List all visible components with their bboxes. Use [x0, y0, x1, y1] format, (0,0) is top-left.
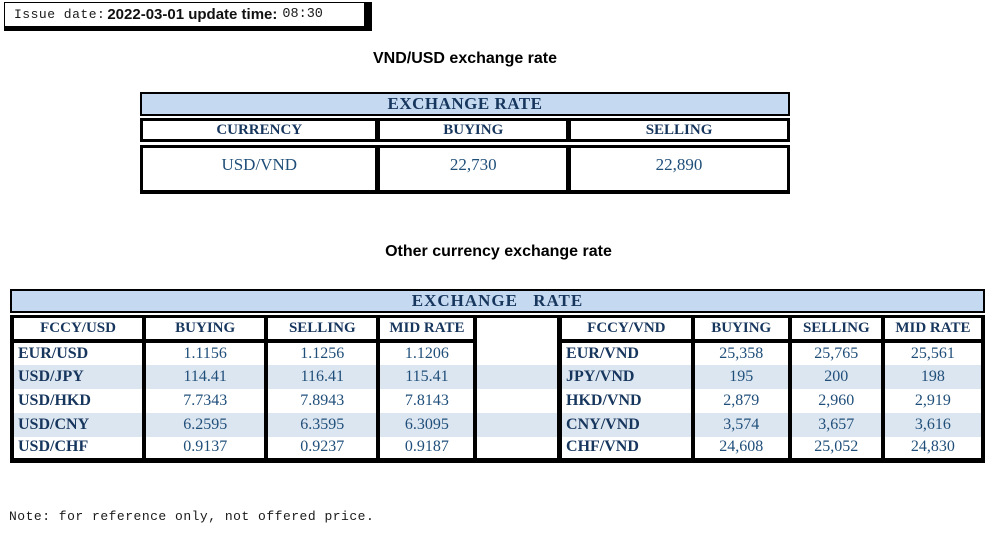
fccy-vnd-column-header: FCCY/VND — [557, 316, 695, 343]
pair-cell: USD/HKD — [9, 388, 147, 413]
section2-title: Other currency exchange rate — [385, 243, 612, 260]
selling-column-header: SELLING — [566, 121, 787, 139]
pair-cell: USD/CHF — [9, 436, 147, 461]
section1-title: VND/USD exchange rate — [372, 50, 558, 67]
buying-rate-cell: 22,730 — [375, 148, 566, 190]
buying-column-header: BUYING — [142, 316, 269, 343]
pair-cell: JPY/VND — [557, 364, 695, 389]
table-row: USD/CNY 6.2595 6.3595 6.3095 CNY/VND 3,5… — [9, 412, 986, 437]
table-header-row: FCCY/USD BUYING SELLING MID RATE FCCY/VN… — [9, 316, 986, 343]
table-row: USD/CHF 0.9137 0.9237 0.9187 CHF/VND 24,… — [9, 436, 986, 461]
selling-rate-cell: 0.9237 — [264, 436, 381, 461]
mid-rate-cell: 7.8143 — [376, 388, 478, 413]
mid-rate-cell: 25,561 — [880, 340, 986, 365]
buying-rate-cell: 195 — [690, 364, 792, 389]
table-row: USD/HKD 7.7343 7.8943 7.8143 HKD/VND 2,8… — [9, 388, 986, 413]
note-text: Note: for reference only, not offered pr… — [9, 509, 375, 524]
buying-rate-cell: 24,608 — [690, 436, 792, 461]
selling-rate-cell: 7.8943 — [264, 388, 381, 413]
spacer-cell — [473, 412, 563, 437]
buying-rate-cell: 114.41 — [142, 364, 269, 389]
buying-column-header: BUYING — [375, 121, 566, 139]
buying-rate-cell: 3,574 — [690, 412, 792, 437]
mid-rate-cell: 24,830 — [880, 436, 986, 461]
mid-rate-cell: 2,919 — [880, 388, 986, 413]
selling-rate-cell: 22,890 — [566, 148, 787, 190]
mid-rate-cell: 3,616 — [880, 412, 986, 437]
selling-rate-cell: 1.1256 — [264, 340, 381, 365]
spacer-cell — [473, 388, 563, 413]
mid-rate-cell: 198 — [880, 364, 986, 389]
mid-rate-cell: 0.9187 — [376, 436, 478, 461]
buying-rate-cell: 7.7343 — [142, 388, 269, 413]
buying-rate-cell: 25,358 — [690, 340, 792, 365]
pair-cell: EUR/USD — [9, 340, 147, 365]
table-header-row: CURRENCY BUYING SELLING — [140, 118, 790, 142]
selling-rate-cell: 3,657 — [787, 412, 885, 437]
buying-rate-cell: 2,879 — [690, 388, 792, 413]
mid-rate-cell: 115.41 — [376, 364, 478, 389]
mid-rate-cell: 6.3095 — [376, 412, 478, 437]
selling-rate-cell: 25,052 — [787, 436, 885, 461]
mid-rate-column-header: MID RATE — [880, 316, 986, 343]
usd-vnd-rate-table: EXCHANGE RATE CURRENCY BUYING SELLING US… — [140, 92, 790, 194]
pair-cell: HKD/VND — [557, 388, 695, 413]
selling-column-header: SELLING — [264, 316, 381, 343]
pair-cell: EUR/VND — [557, 340, 695, 365]
spacer-cell — [473, 364, 563, 389]
pair-cell: USD/CNY — [9, 412, 147, 437]
pair-cell: CNY/VND — [557, 412, 695, 437]
fccy-usd-column-header: FCCY/USD — [9, 316, 147, 343]
selling-rate-cell: 200 — [787, 364, 885, 389]
selling-rate-cell: 6.3595 — [264, 412, 381, 437]
spacer-cell — [473, 436, 563, 461]
buying-rate-cell: 0.9137 — [142, 436, 269, 461]
buying-rate-cell: 6.2595 — [142, 412, 269, 437]
other-currency-rate-table: EXCHANGE RATE FCCY/USD BUYING SELLING MI… — [9, 289, 986, 463]
selling-rate-cell: 25,765 — [787, 340, 885, 365]
selling-column-header: SELLING — [787, 316, 885, 343]
currency-column-header: CURRENCY — [216, 121, 303, 138]
mid-rate-column-header: MID RATE — [376, 316, 478, 343]
issue-date-value: 2022-03-01 update time: — [107, 6, 278, 23]
update-time-value: 08:30 — [282, 7, 323, 22]
selling-rate-cell: 116.41 — [264, 364, 381, 389]
issue-date-label: Issue date: — [14, 7, 106, 22]
spacer-cell — [473, 316, 563, 341]
pair-cell: USD/JPY — [9, 364, 147, 389]
table-row: EUR/USD 1.1156 1.1256 1.1206 EUR/VND 25,… — [9, 340, 986, 365]
buying-rate-cell: 1.1156 — [142, 340, 269, 365]
buying-column-header: BUYING — [690, 316, 792, 343]
issue-date-box: Issue date: 2022-03-01 update time: 08:3… — [4, 2, 372, 31]
table-row: USD/JPY 114.41 116.41 115.41 JPY/VND 195… — [9, 364, 986, 389]
table-row: USD/VND 22,730 22,890 — [140, 145, 790, 194]
exchange-rate-banner: EXCHANGE RATE — [140, 92, 790, 116]
mid-rate-cell: 1.1206 — [376, 340, 478, 365]
pair-cell: USD/VND — [221, 154, 298, 174]
spacer-cell — [473, 340, 563, 365]
selling-rate-cell: 2,960 — [787, 388, 885, 413]
pair-cell: CHF/VND — [557, 436, 695, 461]
exchange-rate-banner: EXCHANGE RATE — [10, 289, 985, 313]
